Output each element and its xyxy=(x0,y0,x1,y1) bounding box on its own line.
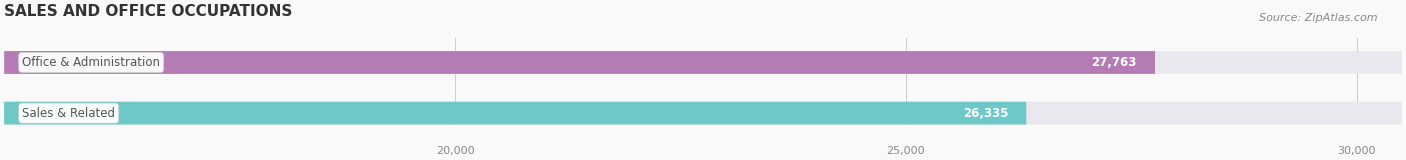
FancyBboxPatch shape xyxy=(4,51,1156,74)
Text: 26,335: 26,335 xyxy=(963,107,1008,120)
Text: Source: ZipAtlas.com: Source: ZipAtlas.com xyxy=(1260,13,1378,23)
FancyBboxPatch shape xyxy=(4,51,1402,74)
Text: Sales & Related: Sales & Related xyxy=(22,107,115,120)
Text: SALES AND OFFICE OCCUPATIONS: SALES AND OFFICE OCCUPATIONS xyxy=(4,4,292,19)
FancyBboxPatch shape xyxy=(4,102,1026,124)
FancyBboxPatch shape xyxy=(4,102,1402,124)
Text: Office & Administration: Office & Administration xyxy=(22,56,160,69)
Text: 27,763: 27,763 xyxy=(1091,56,1137,69)
